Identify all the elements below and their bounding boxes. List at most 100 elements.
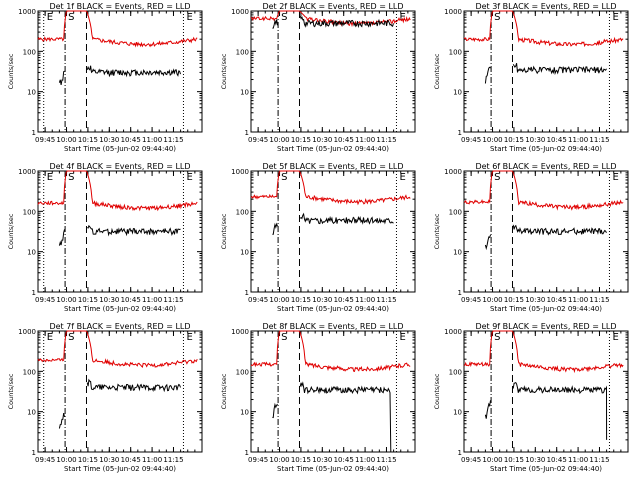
y-axis-label: Counts/sec	[433, 213, 441, 249]
x-tick-label: 11:15	[589, 136, 609, 144]
y-tick-label: 100	[449, 208, 462, 216]
events-series-line	[86, 65, 181, 78]
chart-title: Det 1f BLACK = Events, RED = LLD	[49, 2, 190, 11]
x-tick-label: 11:00	[355, 456, 375, 464]
events-pre-segment	[484, 66, 491, 84]
x-tick-label: 11:00	[355, 136, 375, 144]
chart-title: Det 3f BLACK = Events, RED = LLD	[475, 2, 616, 11]
events-pre-segment	[58, 412, 66, 429]
marker-label: E	[186, 332, 192, 343]
x-tick-label: 10:00	[482, 296, 502, 304]
marker-label: S	[281, 172, 287, 183]
events-series-line	[86, 378, 181, 393]
chart-title: Det 5f BLACK = Events, RED = LLD	[262, 162, 403, 171]
marker-label: E	[47, 172, 53, 183]
chart-title: Det 4f BLACK = Events, RED = LLD	[49, 162, 190, 171]
x-tick-label: 10:15	[78, 456, 98, 464]
lld-series-line	[250, 330, 411, 373]
x-tick-label: 11:15	[376, 136, 396, 144]
y-axis-label: Counts/sec	[7, 213, 15, 249]
x-tick-label: 11:15	[163, 456, 183, 464]
x-tick-label: 10:00	[482, 456, 502, 464]
y-tick-label: 100	[23, 208, 36, 216]
y-tick-label: 10	[453, 249, 462, 257]
x-tick-label: 11:00	[355, 296, 375, 304]
y-tick-label: 10	[240, 249, 249, 257]
marker-label: E	[186, 12, 192, 23]
y-axis-label: Counts/sec	[220, 213, 228, 249]
events-pre-segment	[58, 229, 66, 246]
y-tick-label: 1	[458, 129, 462, 137]
marker-label: S	[281, 332, 287, 343]
events-pre-segment	[272, 402, 278, 419]
marker-label: E	[47, 332, 53, 343]
chart-title: Det 9f BLACK = Events, RED = LLD	[475, 322, 616, 331]
y-tick-label: 100	[449, 48, 462, 56]
y-tick-label: 100	[23, 48, 36, 56]
marker-label: E	[47, 12, 53, 23]
x-tick-label: 10:30	[99, 136, 119, 144]
x-tick-label: 11:00	[142, 456, 162, 464]
x-tick-label: 10:15	[291, 296, 311, 304]
x-tick-label: 10:45	[547, 136, 567, 144]
x-tick-label: 11:00	[142, 296, 162, 304]
y-tick-label: 1000	[231, 168, 249, 176]
y-tick-label: 10	[453, 409, 462, 417]
x-tick-label: 10:00	[269, 136, 289, 144]
x-tick-label: 10:15	[504, 296, 524, 304]
x-tick-label: 10:45	[121, 296, 141, 304]
x-tick-label: 10:00	[269, 456, 289, 464]
x-tick-label: 09:45	[35, 136, 55, 144]
plot-frame	[463, 170, 629, 293]
y-tick-label: 100	[236, 48, 249, 56]
x-axis-label: Start Time (05-Jun-02 09:44:40)	[490, 305, 602, 313]
y-tick-label: 10	[27, 409, 36, 417]
x-axis-label: Start Time (05-Jun-02 09:44:40)	[490, 465, 602, 473]
y-tick-label: 10	[27, 249, 36, 257]
events-series-line	[299, 212, 394, 225]
y-tick-label: 1000	[18, 8, 36, 16]
x-tick-label: 11:15	[163, 296, 183, 304]
lld-series-line	[37, 10, 198, 48]
x-tick-label: 09:45	[35, 456, 55, 464]
y-tick-label: 1	[245, 289, 249, 297]
plot-frame	[463, 330, 629, 453]
chart-title: Det 6f BLACK = Events, RED = LLD	[475, 162, 616, 171]
y-axis-label: Counts/sec	[7, 373, 15, 409]
events-series-line	[512, 224, 607, 236]
y-tick-label: 1000	[18, 168, 36, 176]
x-tick-label: 10:30	[312, 296, 332, 304]
plot-frame	[250, 170, 416, 293]
chart-title: Det 8f BLACK = Events, RED = LLD	[262, 322, 403, 331]
marker-label: S	[494, 332, 500, 343]
y-tick-label: 1000	[231, 8, 249, 16]
plot-frame	[250, 10, 416, 133]
x-tick-label: 10:45	[547, 296, 567, 304]
detector-panel-1: Det 1f BLACK = Events, RED = LLD 09:45 10:…	[7, 2, 203, 153]
events-pre-segment	[272, 222, 278, 235]
plot-frame	[37, 10, 203, 133]
x-tick-label: 11:00	[142, 136, 162, 144]
lld-series-line	[37, 170, 198, 212]
x-tick-label: 10:15	[78, 296, 98, 304]
marker-label: S	[68, 12, 74, 23]
x-tick-label: 10:15	[291, 136, 311, 144]
x-tick-label: 10:15	[291, 456, 311, 464]
marker-label: S	[281, 12, 287, 23]
y-tick-label: 10	[27, 89, 36, 97]
x-tick-label: 10:30	[525, 296, 545, 304]
x-tick-label: 11:00	[568, 136, 588, 144]
marker-label: S	[68, 172, 74, 183]
chart-title: Det 7f BLACK = Events, RED = LLD	[49, 322, 190, 331]
y-tick-label: 100	[236, 368, 249, 376]
y-tick-label: 10	[453, 89, 462, 97]
y-tick-label: 1000	[231, 328, 249, 336]
events-series-line	[512, 381, 608, 440]
x-tick-label: 09:45	[461, 136, 481, 144]
y-tick-label: 1000	[18, 328, 36, 336]
